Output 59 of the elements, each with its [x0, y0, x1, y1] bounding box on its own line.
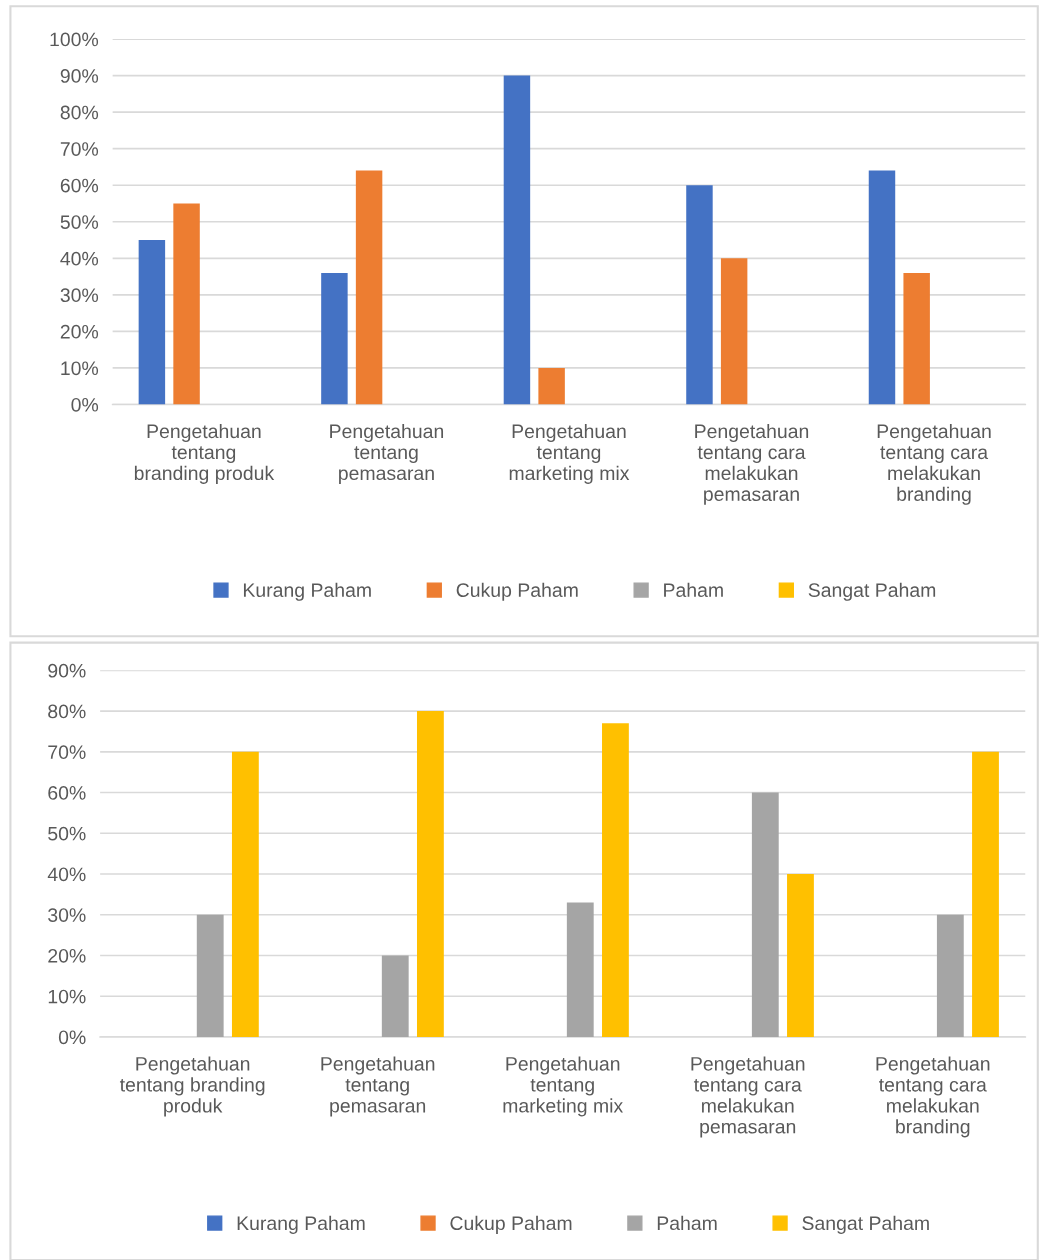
y-tick-label: 50% — [60, 215, 99, 229]
bar — [231, 751, 259, 1037]
bar — [381, 955, 409, 1037]
x-tick-label: Pengetahuan tentang cara melakukan pemasaran — [695, 423, 809, 505]
y-tick-label: 10% — [61, 361, 99, 376]
bar — [936, 914, 964, 1037]
bar — [903, 272, 930, 405]
bar — [868, 170, 896, 405]
x-tick-label: Pengetahuan tentang marketing mix — [509, 423, 630, 484]
bar — [720, 258, 748, 405]
bar — [321, 272, 348, 405]
legend-label: Cukup Paham — [456, 582, 578, 601]
y-tick-label: 70% — [60, 142, 99, 156]
bar — [355, 170, 383, 405]
y-tick-label: 90% — [60, 69, 99, 83]
legend-label: Kurang Paham — [237, 1215, 365, 1234]
legend-label: Sangat Paham — [802, 1215, 929, 1234]
y-tick-label: 90% — [48, 663, 86, 678]
x-tick-label: Pengetahuan tentang cara melakukan pemasaran — [691, 1056, 805, 1138]
y-tick-label: 80% — [60, 105, 99, 120]
legend-label: Paham — [664, 582, 723, 598]
x-tick-label: Pengetahuan tentang pemasaran — [330, 423, 444, 484]
bar — [787, 874, 814, 1037]
bar — [416, 711, 444, 1037]
bar — [138, 240, 166, 405]
bar — [538, 367, 565, 405]
bar — [566, 902, 594, 1037]
y-tick-label: 80% — [48, 704, 86, 719]
bar — [751, 792, 779, 1037]
y-tick-label: 40% — [60, 251, 99, 266]
bar — [602, 723, 629, 1037]
y-tick-label: 0% — [71, 397, 99, 412]
x-tick-label: Pengetahuan tentang cara melakukan branding — [877, 423, 991, 505]
x-tick-label: Pengetahuan tentang cara melakukan branding — [876, 1056, 990, 1138]
y-tick-label: 60% — [48, 786, 86, 800]
y-tick-label: 20% — [48, 948, 86, 963]
x-tick-label: Pengetahuan tentang marketing mix — [503, 1056, 623, 1117]
y-tick-label: 30% — [60, 288, 99, 303]
x-tick-label: Pengetahuan tentang branding produk — [119, 1056, 265, 1117]
x-tick-label: Pengetahuan tentang branding produk — [134, 423, 275, 484]
bar — [972, 751, 999, 1037]
y-tick-label: 70% — [48, 745, 86, 760]
bar — [196, 914, 224, 1037]
legend-label: Paham — [657, 1215, 717, 1231]
bar — [686, 185, 713, 405]
y-tick-label: 100% — [50, 32, 99, 47]
y-tick-label: 50% — [48, 826, 86, 841]
y-tick-label: 30% — [48, 908, 86, 922]
y-tick-label: 40% — [47, 867, 86, 882]
legend-label: Kurang Paham — [243, 582, 371, 601]
legend-label: Cukup Paham — [450, 1215, 572, 1234]
y-tick-label: 20% — [60, 324, 99, 339]
y-tick-label: 0% — [58, 1030, 86, 1045]
bar — [173, 203, 200, 405]
y-tick-label: 10% — [48, 989, 86, 1004]
bar — [503, 75, 531, 405]
x-tick-label: Pengetahuan tentang pemasaran — [321, 1056, 435, 1117]
legend-label: Sangat Paham — [808, 582, 936, 601]
y-tick-label: 60% — [60, 178, 99, 193]
